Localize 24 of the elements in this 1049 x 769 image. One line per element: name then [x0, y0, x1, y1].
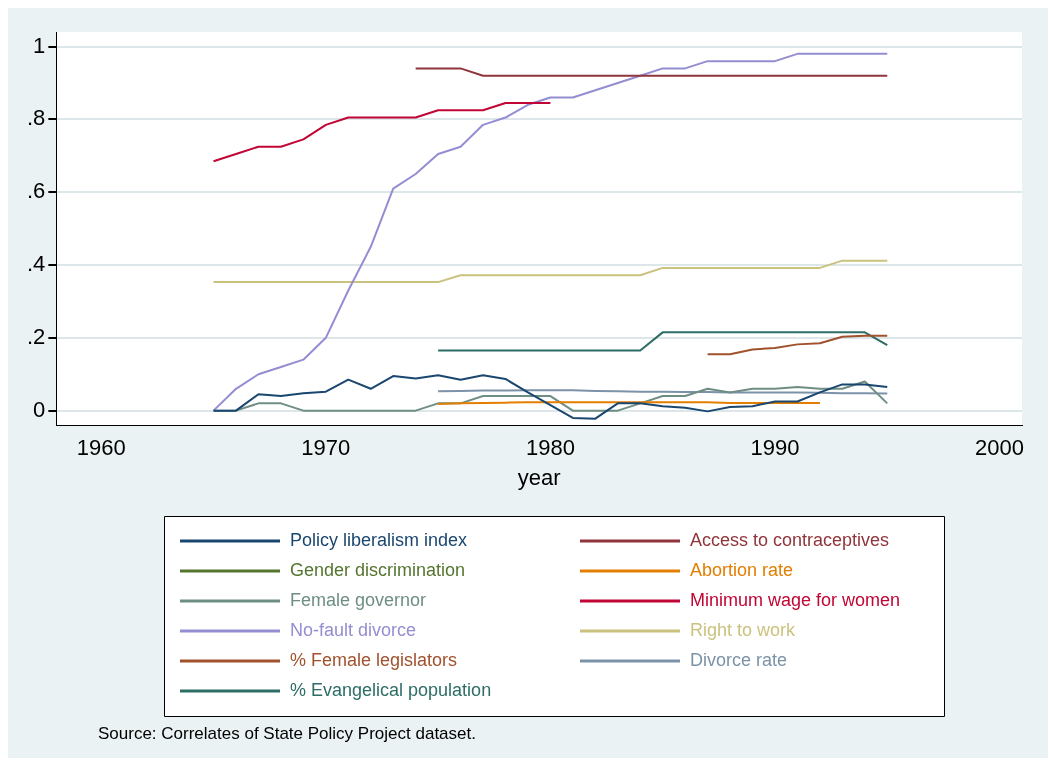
- text: Divorce rate: [690, 649, 788, 670]
- y-tick-label: 1: [33, 32, 46, 58]
- text: Policy liberalism index: [290, 529, 468, 550]
- text: Access to contraceptives: [690, 529, 890, 550]
- text: % Evangelical population: [290, 679, 492, 700]
- y-tick-label: .6: [26, 178, 46, 204]
- x-tick-label: 1980: [525, 435, 575, 461]
- text: Right to work: [690, 619, 797, 640]
- x-tick-label: 1990: [750, 435, 800, 461]
- text: Abortion rate: [690, 559, 794, 580]
- text: No-fault divorce: [290, 619, 417, 640]
- y-tick-label: 0: [33, 396, 46, 422]
- text: Female governor: [290, 589, 427, 610]
- x-tick-label: 1960: [76, 435, 126, 461]
- text: Minimum wage for women: [690, 589, 901, 610]
- x-tick-label: 2000: [975, 435, 1025, 461]
- legend-label: Gender discrimination: [290, 559, 466, 580]
- x-axis-title: year: [517, 464, 561, 490]
- y-tick-label: .4: [26, 251, 46, 277]
- source-note: Source: Correlates of State Policy Project dataset.: [98, 724, 477, 744]
- x-tick-label: 1970: [301, 435, 351, 461]
- y-tick-label: .8: [26, 105, 46, 131]
- y-tick-label: .2: [26, 323, 46, 349]
- text: % Female legislators: [290, 649, 458, 670]
